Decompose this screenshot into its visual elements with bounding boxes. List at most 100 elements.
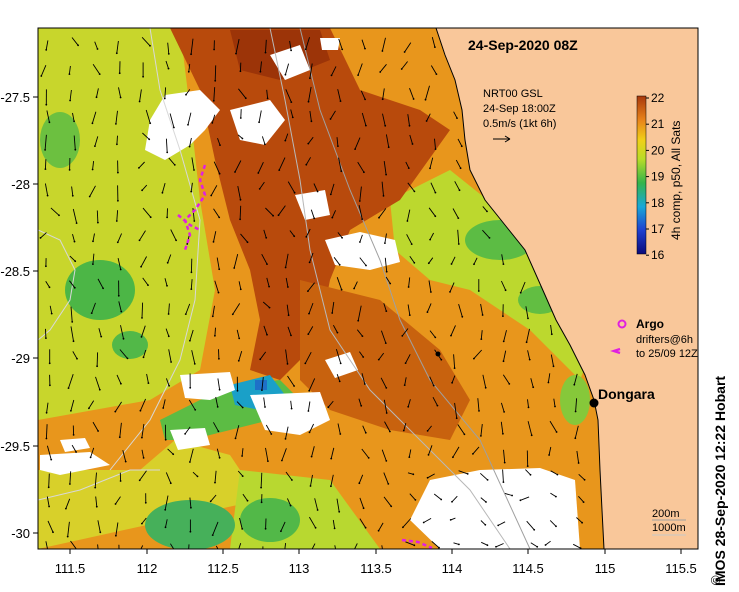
current-arrow bbox=[69, 255, 76, 262]
current-arrow bbox=[265, 207, 274, 217]
current-arrow bbox=[379, 64, 387, 73]
current-arrowhead bbox=[554, 405, 556, 408]
current-arrowhead bbox=[502, 481, 505, 483]
current-arrow bbox=[280, 521, 286, 532]
current-arrowhead bbox=[377, 358, 380, 361]
current-arrow bbox=[330, 447, 335, 459]
current-arrow bbox=[290, 109, 294, 118]
current-arrowhead bbox=[141, 522, 143, 525]
current-arrowhead bbox=[284, 139, 287, 142]
current-arrowhead bbox=[486, 479, 489, 481]
current-arrowhead bbox=[555, 495, 557, 498]
map-field bbox=[38, 28, 698, 549]
current-arrow bbox=[362, 425, 367, 433]
current-arrow bbox=[477, 398, 480, 411]
current-arrow bbox=[217, 378, 221, 390]
current-arrow bbox=[236, 329, 240, 339]
current-arrowhead bbox=[185, 93, 187, 96]
current-arrow bbox=[573, 373, 578, 385]
current-arrow bbox=[433, 493, 442, 500]
current-arrowhead bbox=[45, 411, 48, 414]
current-arrow bbox=[338, 38, 343, 50]
current-arrow bbox=[216, 448, 221, 458]
current-arrow bbox=[289, 40, 292, 51]
current-arrow bbox=[572, 543, 581, 549]
current-arrow bbox=[44, 183, 49, 196]
current-arrowhead bbox=[114, 503, 117, 505]
current-arrowhead bbox=[184, 433, 187, 435]
current-arrowhead bbox=[119, 96, 122, 99]
current-arrowhead bbox=[211, 315, 214, 318]
current-arrowhead bbox=[267, 460, 269, 462]
current-arrowhead bbox=[293, 235, 296, 238]
current-arrow bbox=[550, 354, 554, 367]
current-arrowhead bbox=[266, 97, 269, 100]
current-arrowhead bbox=[45, 265, 47, 268]
current-arrow bbox=[217, 138, 221, 146]
current-arrowhead bbox=[186, 243, 189, 245]
current-arrowhead bbox=[309, 77, 311, 80]
current-arrowhead bbox=[385, 310, 388, 312]
current-arrow bbox=[97, 278, 104, 289]
current-arrow bbox=[520, 281, 526, 293]
current-arrowhead bbox=[162, 407, 165, 409]
current-arrowhead bbox=[95, 96, 98, 99]
current-arrowhead bbox=[120, 382, 122, 385]
current-arrow bbox=[212, 305, 215, 317]
current-arrowhead bbox=[96, 48, 99, 50]
current-arrowhead bbox=[272, 214, 274, 217]
current-arrow bbox=[89, 185, 96, 197]
current-arrowhead bbox=[526, 465, 529, 467]
current-arrow bbox=[408, 449, 412, 458]
current-arrow bbox=[331, 301, 335, 314]
current-arrow bbox=[286, 498, 292, 506]
current-arrowhead bbox=[387, 146, 390, 149]
current-arrow bbox=[188, 399, 196, 411]
current-arrowhead bbox=[47, 486, 50, 489]
current-arrowhead bbox=[385, 460, 388, 462]
current-arrowhead bbox=[434, 336, 437, 339]
current-arrowhead bbox=[413, 190, 416, 193]
current-arrowhead bbox=[316, 509, 319, 511]
current-arrow bbox=[48, 473, 50, 488]
current-arrowhead bbox=[364, 431, 367, 434]
current-arrowhead bbox=[451, 500, 453, 503]
current-arrow bbox=[190, 182, 193, 192]
current-arrow bbox=[526, 328, 530, 343]
current-arrow bbox=[308, 378, 316, 391]
current-arrowhead bbox=[48, 286, 51, 289]
current-arrowhead bbox=[175, 239, 178, 242]
colorbar-ticks: 22 21 20 19 18 17 16 bbox=[646, 91, 665, 262]
current-arrow bbox=[115, 110, 118, 124]
current-arrowhead bbox=[458, 543, 460, 546]
current-arrow bbox=[458, 470, 468, 475]
current-arrow bbox=[313, 183, 319, 192]
current-arrow bbox=[263, 397, 266, 408]
current-arrow bbox=[381, 37, 386, 52]
current-arrowhead bbox=[40, 75, 43, 77]
current-arrowhead bbox=[50, 458, 53, 461]
current-arrow bbox=[427, 473, 435, 479]
colorbar-label: 4h comp, p50, All Sats bbox=[669, 121, 683, 240]
current-arrowhead bbox=[385, 173, 387, 176]
current-arrowhead bbox=[414, 499, 417, 501]
current-arrow bbox=[380, 330, 387, 344]
cloud-7 bbox=[325, 352, 358, 378]
current-arrowhead bbox=[65, 507, 67, 510]
current-arrowhead bbox=[48, 362, 51, 365]
current-arrowhead bbox=[457, 217, 460, 220]
current-arrow bbox=[116, 135, 118, 145]
current-arrowhead bbox=[353, 287, 355, 290]
current-arrow bbox=[189, 329, 194, 341]
current-arrowhead bbox=[362, 356, 365, 358]
current-arrowhead bbox=[440, 498, 443, 501]
current-arrowhead bbox=[364, 526, 367, 529]
current-arrow bbox=[192, 471, 198, 477]
ship-marker bbox=[435, 351, 441, 357]
current-arrowhead bbox=[337, 145, 339, 148]
current-arrowhead bbox=[264, 527, 267, 530]
current-arrow bbox=[401, 61, 408, 70]
current-arrow bbox=[502, 469, 504, 483]
current-arrow bbox=[578, 473, 585, 481]
